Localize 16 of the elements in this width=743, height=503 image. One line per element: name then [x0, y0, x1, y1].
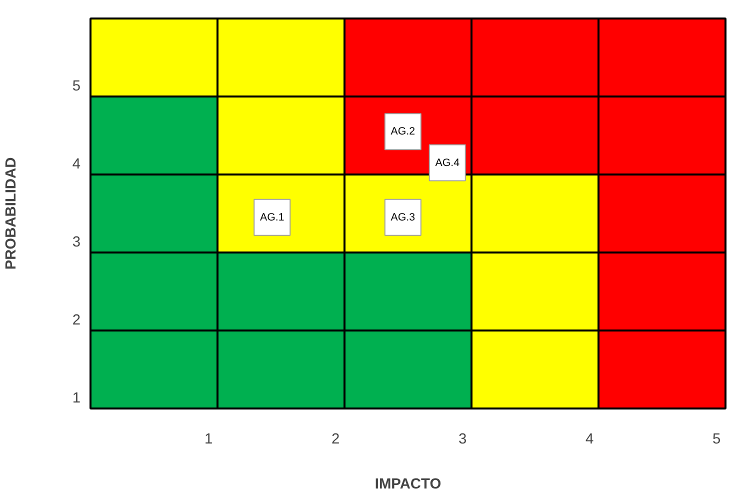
y-tick-label: 1 — [72, 390, 81, 406]
y-axis-title: PROBABILIDAD — [3, 157, 20, 270]
y-tick-label: 3 — [72, 234, 81, 250]
x-tick-label: 5 — [712, 432, 721, 448]
x-tick-label: 1 — [204, 432, 213, 448]
x-tick-label: 2 — [332, 432, 340, 448]
y-tick-label: 5 — [72, 78, 81, 94]
x-tick-label: 3 — [458, 432, 467, 448]
data-label: AG.4 — [435, 156, 460, 169]
y-tick-label: 4 — [72, 156, 81, 172]
x-axis-title: IMPACTO — [374, 476, 442, 492]
y-tick-label: 2 — [72, 312, 81, 328]
data-label: AG.3 — [390, 211, 416, 224]
data-label: AG.1 — [260, 211, 284, 224]
data-label: AG.2 — [390, 126, 416, 138]
x-tick-label: 4 — [586, 432, 594, 448]
